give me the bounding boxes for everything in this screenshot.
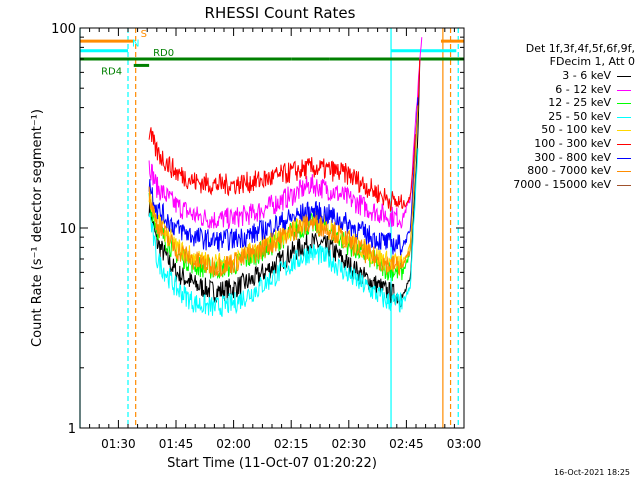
legend-entry-8: 7000 - 15000 keV <box>470 178 635 192</box>
legend-swatch <box>617 76 631 77</box>
legend-label: 100 - 300 keV <box>534 137 611 150</box>
y-tick-label-0: 1 <box>68 422 76 437</box>
legend-header-line-1: Det 1f,3f,4f,5f,6f,9f, <box>525 42 635 55</box>
flag-bars: SN RD0 RD4 <box>80 29 464 77</box>
legend-swatch <box>617 144 631 145</box>
legend-swatch <box>617 116 631 118</box>
flag-label-n: N <box>132 39 139 50</box>
legend-swatch <box>617 103 631 105</box>
legend-label: 3 - 6 keV <box>562 69 611 82</box>
series-lines <box>148 37 423 317</box>
legend-label: 25 - 50 keV <box>548 109 611 123</box>
legend-header-line-2: FDecim 1, Att 0 <box>549 55 635 68</box>
legend-entry-1: 6 - 12 keV <box>470 83 635 97</box>
legend-entry-5: 100 - 300 keV <box>470 137 635 151</box>
chart-title: RHESSI Count Rates <box>205 4 356 22</box>
legend-label: 800 - 7000 keV <box>527 164 611 178</box>
series-line-3 <box>148 148 419 317</box>
legend-entry-2: 12 - 25 keV <box>470 96 635 110</box>
legend-swatch <box>617 89 631 91</box>
legend-label: 50 - 100 keV <box>541 123 611 137</box>
axes: 01:30 01:45 02:00 02:15 02:30 02:45 03:00 1 10 10… <box>51 22 481 451</box>
legend-label: 7000 - 15000 keV <box>513 177 611 191</box>
legend-entry-0: 3 - 6 keV <box>470 69 635 83</box>
x-tick-label-1: 01:45 <box>159 437 194 451</box>
y-tick-label-1: 10 <box>59 222 76 237</box>
legend-entry-6: 300 - 800 keV <box>470 151 635 165</box>
x-tick-label-4: 02:30 <box>332 437 367 451</box>
legend-swatch <box>617 171 631 173</box>
x-tick-label-6: 03:00 <box>447 437 482 451</box>
legend-swatch <box>617 157 631 159</box>
y-tick-label-2: 100 <box>51 22 76 37</box>
legend-label: 300 - 800 keV <box>534 150 611 164</box>
x-axis-label: Start Time (11-Oct-07 01:20:22) <box>167 456 377 471</box>
legend-label: 6 - 12 keV <box>555 82 611 96</box>
legend-entry-3: 25 - 50 keV <box>470 110 635 124</box>
legend-label: 12 - 25 keV <box>548 96 611 110</box>
timestamp: 16-Oct-2021 18:25 <box>554 468 630 477</box>
x-tick-label-0: 01:30 <box>101 437 136 451</box>
x-tick-label-5: 02:45 <box>389 437 424 451</box>
series-line-1 <box>148 37 423 229</box>
x-tick-label-2: 02:00 <box>216 437 251 451</box>
flag-label-s: S <box>141 29 147 40</box>
series-line-6 <box>148 97 419 256</box>
legend-swatch <box>617 130 631 132</box>
series-line-7 <box>148 105 419 277</box>
flag-label-rd0: RD0 <box>153 48 174 59</box>
series-line-5 <box>148 58 421 213</box>
legend-swatch <box>617 184 631 186</box>
x-tick-label-3: 02:15 <box>274 437 309 451</box>
legend-entry-4: 50 - 100 keV <box>470 123 635 137</box>
flag-label-rd4: RD4 <box>101 66 122 77</box>
legend-entry-7: 800 - 7000 keV <box>470 164 635 178</box>
y-axis-label: Count Rate (s⁻¹ detector segment⁻¹) <box>30 109 45 347</box>
